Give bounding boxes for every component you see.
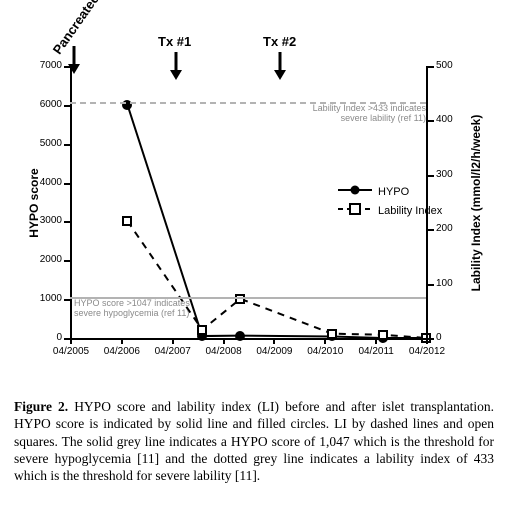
legend-square-icon [338, 203, 372, 218]
y-left-tick [64, 66, 70, 68]
y-right-tick-label: 200 [436, 223, 464, 234]
y-right-tick-label: 500 [436, 60, 464, 71]
y-left-tick-label: 4000 [32, 177, 62, 188]
legend: HYPO Lability Index [338, 184, 442, 222]
y-right-tick-label: 400 [436, 114, 464, 125]
y-left-tick-label: 7000 [32, 60, 62, 71]
x-tick-label: 04/2007 [150, 346, 196, 357]
label-tx2: Tx #2 [263, 34, 296, 49]
lability-marker [122, 216, 132, 226]
label-tx1: Tx #1 [158, 34, 191, 49]
x-tick [324, 338, 326, 344]
y-right-tick [428, 120, 434, 122]
chart-container: HYPO score Lability Index (mmol/l2/h/wee… [8, 8, 500, 388]
y-left-tick-label: 0 [32, 332, 62, 343]
legend-circle-icon [338, 184, 372, 199]
arrow-tx2 [272, 52, 288, 80]
x-tick [121, 338, 123, 344]
lability-marker [197, 325, 207, 335]
y-left-tick-label: 2000 [32, 254, 62, 265]
threshold-hypo-label: HYPO score >1047 indicatessevere hypogly… [74, 299, 234, 319]
x-tick [172, 338, 174, 344]
x-tick-label: 04/2006 [99, 346, 145, 357]
y-right-tick-label: 0 [436, 332, 464, 343]
x-tick-label: 04/2005 [48, 346, 94, 357]
x-tick-label: 04/2010 [302, 346, 348, 357]
y-left-tick [64, 144, 70, 146]
y-left-tick-label: 3000 [32, 215, 62, 226]
y-left-tick-label: 6000 [32, 99, 62, 110]
y-left-axis-title: HYPO score [27, 163, 41, 243]
y-right-tick-label: 300 [436, 169, 464, 180]
arrow-pancreatectomy [66, 46, 82, 74]
x-tick [223, 338, 225, 344]
caption-strong: Figure 2. [14, 399, 68, 414]
y-right-tick [428, 284, 434, 286]
x-tick-label: 04/2012 [404, 346, 450, 357]
y-left-tick-label: 5000 [32, 138, 62, 149]
y-right-tick [428, 229, 434, 231]
threshold-lability-label: Lability Index >433 indicatessevere labi… [286, 104, 426, 124]
label-pancreatectomy: Pancreatectomy [50, 0, 120, 57]
y-left-tick [64, 183, 70, 185]
x-tick [426, 338, 428, 344]
arrow-tx1 [168, 52, 184, 80]
y-left-tick [64, 260, 70, 262]
legend-label: Lability Index [378, 205, 442, 217]
y-right-tick [428, 175, 434, 177]
y-right-tick [428, 66, 434, 68]
x-tick [273, 338, 275, 344]
x-tick-label: 04/2009 [251, 346, 297, 357]
y-right-axis-title: Lability Index (mmol/l2/h/week) [469, 93, 483, 313]
hypo-marker [122, 100, 132, 110]
x-tick-label: 04/2008 [201, 346, 247, 357]
legend-item: Lability Index [338, 203, 442, 218]
y-left-tick-label: 1000 [32, 293, 62, 304]
y-left-tick [64, 105, 70, 107]
caption-text: HYPO score and lability index (LI) befor… [14, 399, 494, 483]
legend-label: HYPO [378, 186, 409, 198]
x-tick [375, 338, 377, 344]
y-right-tick [428, 338, 434, 340]
y-left-tick [64, 299, 70, 301]
x-tick-label: 04/2011 [353, 346, 399, 357]
figure-caption: Figure 2. HYPO score and lability index … [14, 398, 494, 484]
legend-item: HYPO [338, 184, 442, 199]
y-left-tick [64, 221, 70, 223]
y-right-tick-label: 100 [436, 278, 464, 289]
x-tick [70, 338, 72, 344]
